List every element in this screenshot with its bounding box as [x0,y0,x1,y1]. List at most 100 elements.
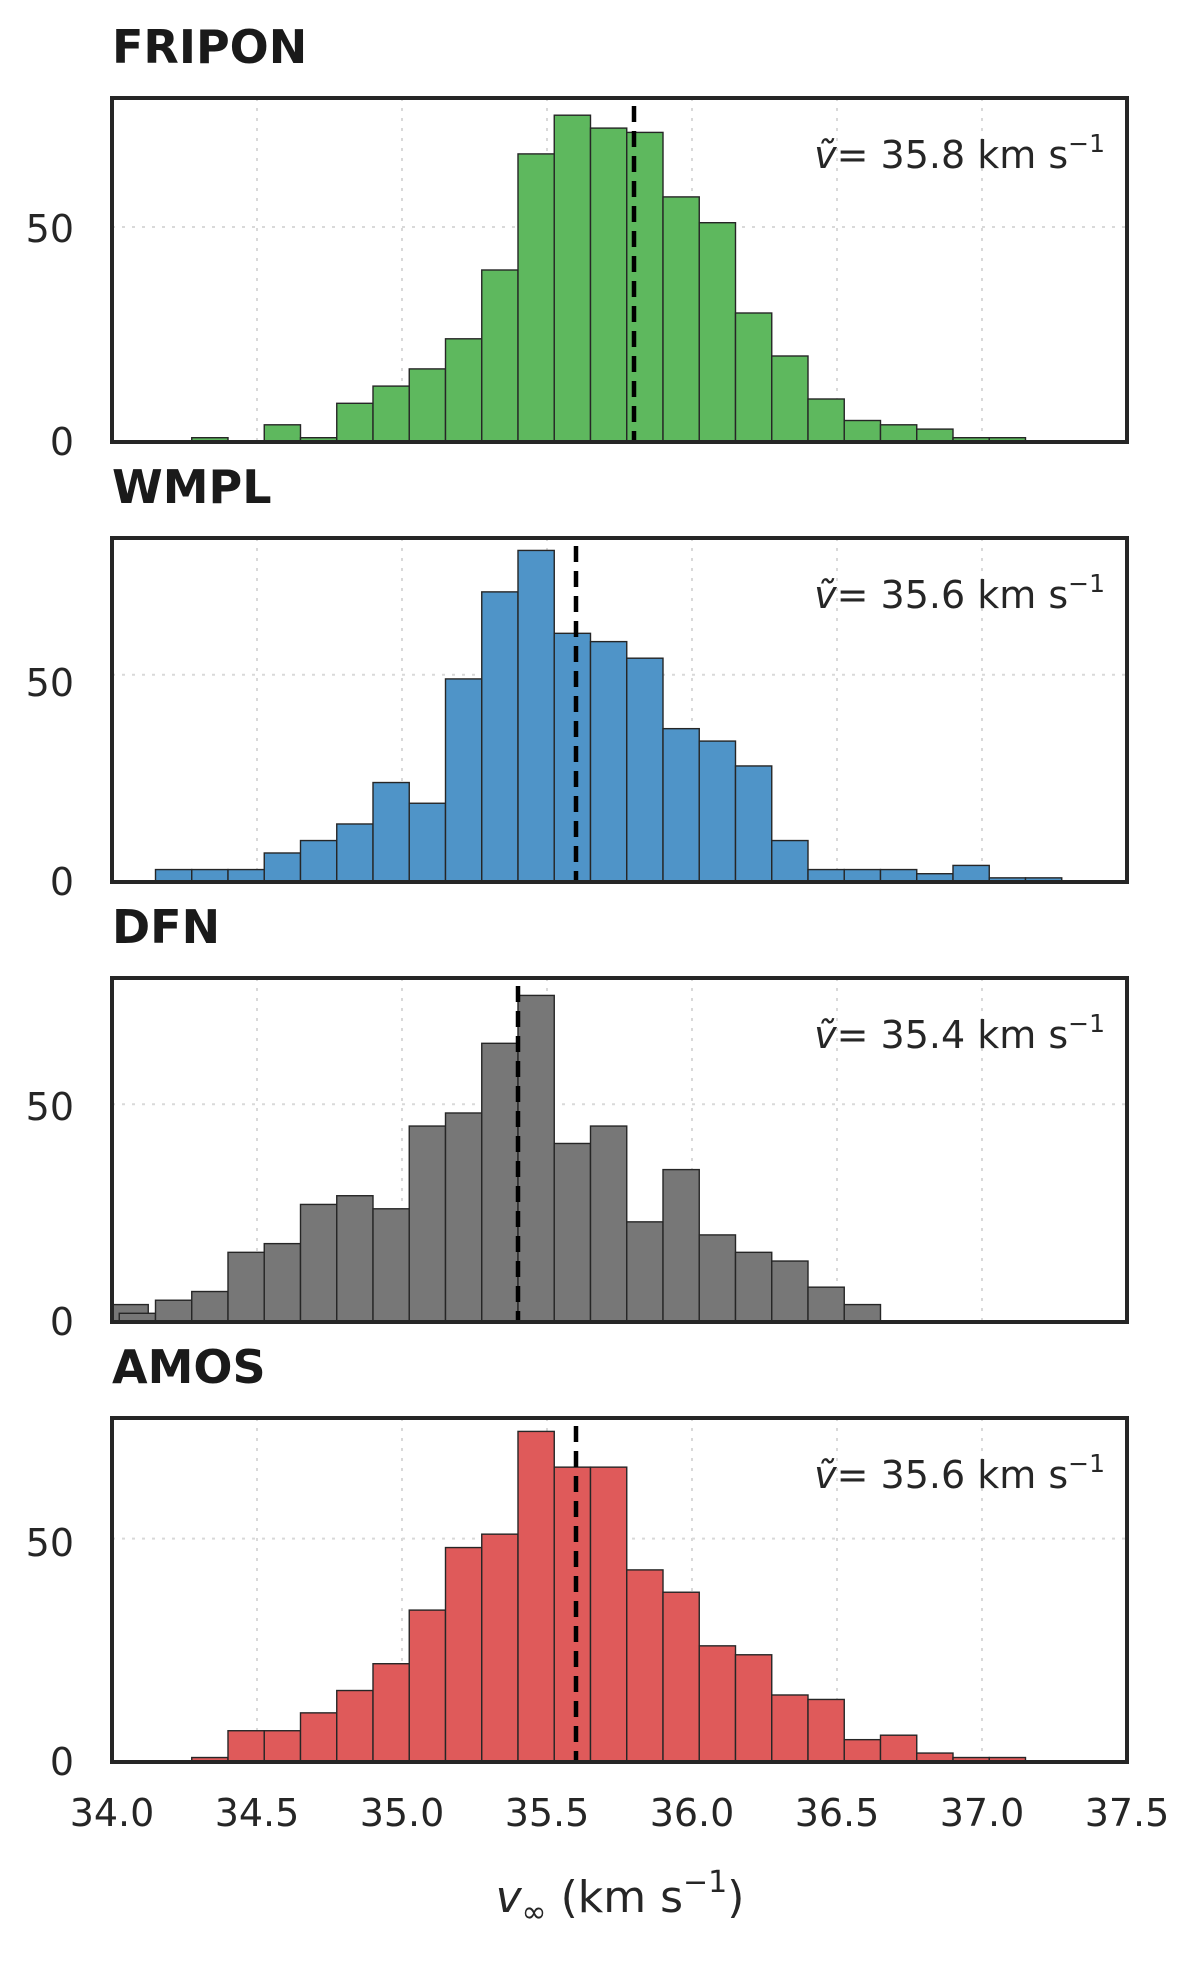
histogram-bar [879,1734,918,1763]
histogram-bar [372,385,410,443]
histogram-bar [336,1689,374,1763]
histogram-bar [734,1654,773,1763]
panel-title-fripon: FRIPON [112,20,307,74]
histogram-bar [734,765,773,883]
median-symbol: ṽ [814,573,837,617]
histogram-bar [771,1260,809,1323]
y-tick-50-fripon: 50 [26,207,74,251]
xlabel-unit-close: ) [727,1872,744,1923]
histogram-bar [734,312,773,443]
histogram-bar [299,1712,338,1763]
histogram-bar [698,740,737,883]
x-tick-label: 34.5 [215,1791,300,1835]
axes-frame-fripon [110,96,1129,444]
median-annotation-fripon: ṽ= 35.8 km s−1 [814,129,1105,177]
histogram-bar [589,127,628,443]
histogram-bar [553,1142,592,1323]
histogram-bar [444,1112,483,1323]
histogram-bar [263,424,302,443]
median-annotation-wmpl: ṽ= 35.6 km s−1 [814,569,1105,617]
histogram-bar [698,1645,737,1763]
panel-fripon: FRIPON 50 0 ṽ= 35.8 km s−1 [26,20,1129,464]
median-unit: km s [965,133,1068,177]
median-annotation-amos: ṽ= 35.6 km s−1 [814,1449,1105,1497]
median-equals: = [837,1453,881,1497]
median-symbol: ṽ [814,1453,837,1497]
histogram-bar [662,1591,700,1763]
histogram-bar [626,657,664,883]
histogram-bar [517,1430,555,1763]
histogram-bar [807,398,845,443]
median-value: 35.4 [881,1013,966,1057]
y-tick-50-wmpl: 50 [26,661,74,705]
histogram-bar [408,368,447,443]
histogram-bar [589,1125,628,1323]
histogram-bar [263,1730,302,1763]
axes-frame-amos [110,1416,1129,1764]
histogram-bar [843,1303,882,1323]
histogram-bar [336,402,374,443]
median-symbol: ṽ [814,1013,837,1057]
median-symbol: ṽ [814,133,837,177]
bars-amos [191,1430,1027,1763]
histogram-bar [517,153,555,443]
median-unit-sup: −1 [1068,129,1105,158]
histogram-bar [481,269,519,443]
panel-dfn: DFN 50 0 ṽ= 35.4 km s−1 [26,900,1129,1344]
histogram-bar [444,338,483,443]
histogram-bar [843,419,882,443]
histogram-bar [517,549,555,883]
x-tick-label: 36.0 [650,1791,735,1835]
histogram-bar [553,1466,592,1763]
y-tick-50-dfn: 50 [26,1085,74,1129]
histogram-bar [771,1694,809,1763]
histogram-bar [517,994,555,1323]
histogram-bar [263,852,302,883]
histogram-bar [843,1738,882,1763]
xlabel-unit-open: (km s [547,1872,683,1923]
histogram-bar [807,1698,845,1763]
panel-title-amos: AMOS [112,1340,266,1394]
y-tick-0-fripon: 0 [50,420,74,464]
histogram-bar [227,1730,265,1763]
histogram-bar [336,1195,374,1323]
histogram-bar [444,678,483,883]
axes-frame-wmpl [110,536,1129,884]
bars-fripon [191,114,1027,443]
histogram-bar [662,196,700,443]
median-value: 35.8 [881,133,966,177]
panel-title-dfn: DFN [112,900,220,954]
histogram-bar [662,727,700,883]
histogram-bar [771,839,809,883]
histogram-bar [408,1125,447,1323]
histogram-bar [372,1663,410,1763]
y-tick-0-amos: 0 [50,1740,74,1784]
panel-title-wmpl: WMPL [112,460,272,514]
panel-wmpl: WMPL 50 0 ṽ= 35.6 km s−1 [26,460,1129,904]
y-tick-0-dfn: 0 [50,1300,74,1344]
median-unit: km s [965,1013,1068,1057]
histogram-bar [626,1569,664,1763]
histogram-bar [481,1533,519,1763]
histogram-bar [444,1546,483,1763]
histogram-bar [372,1208,410,1323]
median-unit: km s [965,1453,1068,1497]
histogram-bar [553,632,592,883]
histogram-bar [879,424,918,443]
xlabel-unit-sup: −1 [683,1865,727,1900]
panel-amos: AMOS 50 0 ṽ= 35.6 km s−1 [26,1340,1129,1784]
median-unit: km s [965,573,1068,617]
histogram-bar [299,839,338,883]
median-value: 35.6 [881,1453,966,1497]
histogram-bar [662,1168,700,1323]
median-unit-sup: −1 [1068,569,1105,598]
y-tick-50-amos: 50 [26,1521,74,1565]
histogram-bar [227,1251,265,1323]
x-tick-label: 35.5 [505,1791,590,1835]
axes-frame-dfn [110,976,1129,1324]
histogram-bar [263,1242,302,1323]
histogram-bar [952,864,990,883]
x-tick-label: 35.0 [360,1791,445,1835]
histogram-bar [481,591,519,883]
